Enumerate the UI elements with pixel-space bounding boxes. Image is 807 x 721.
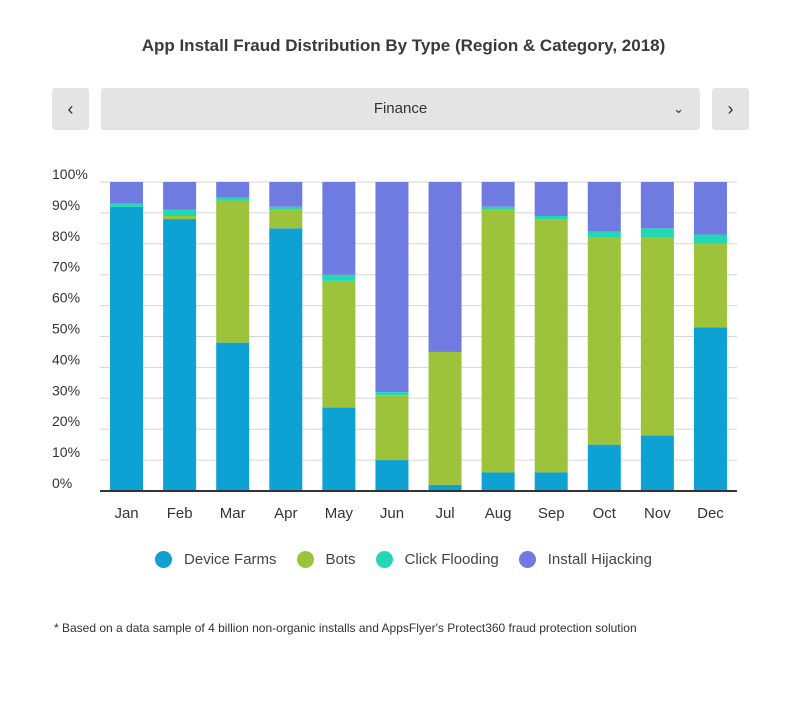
- bar-segment: [693, 182, 727, 235]
- x-tick-label: Oct: [593, 505, 617, 522]
- bar-segment: [110, 206, 144, 491]
- bar-segment: [163, 182, 197, 210]
- bar-segment: [269, 182, 303, 207]
- bar-segment: [216, 182, 250, 198]
- chevron-left-icon: ‹: [67, 98, 74, 119]
- legend-dot: [155, 551, 173, 568]
- legend-dot: [375, 551, 393, 568]
- chart-title: App Install Fraud Distribution By Type (…: [141, 36, 666, 55]
- bar-segment: [640, 237, 674, 436]
- bar-segment: [375, 460, 409, 491]
- legend-item-click-flooding[interactable]: Click Flooding: [375, 551, 499, 568]
- category-select-value: Finance: [373, 100, 428, 117]
- legend-label: Device Farms: [184, 551, 277, 568]
- footnote: * Based on a data sample of 4 billion no…: [54, 621, 637, 635]
- x-tick-label: Jul: [435, 505, 454, 522]
- x-tick-label: Dec: [697, 505, 724, 522]
- bar-segment: [110, 203, 144, 207]
- legend-dot: [296, 551, 314, 568]
- y-tick-label: 90%: [52, 197, 80, 213]
- y-tick-label: 50%: [52, 321, 80, 337]
- bar-segment: [640, 228, 674, 238]
- bar-segment: [534, 219, 568, 473]
- x-tick-label: Apr: [274, 505, 297, 522]
- y-tick-label: 80%: [52, 228, 80, 244]
- bar-segment: [693, 327, 727, 491]
- legend-label: Install Hijacking: [547, 551, 652, 568]
- bar-segment: [534, 472, 568, 491]
- x-tick-label: May: [325, 505, 354, 522]
- legend-label: Bots: [325, 551, 356, 568]
- legend-dot: [518, 551, 536, 568]
- y-tick-label: 30%: [52, 382, 80, 398]
- y-tick-label: 100%: [52, 166, 88, 182]
- bar-segment: [693, 243, 727, 328]
- bar-segment: [269, 228, 303, 491]
- stacked-bar-chart: 0% 10% 20% 30% 40% 50% 60% 70% 80% 90% 100% Jan Feb M…: [52, 166, 737, 522]
- bar-segment: [375, 182, 409, 393]
- chart-legend: Device Farms Bots Click Flooding Install…: [0, 551, 807, 568]
- bar-segment: [163, 215, 197, 220]
- bar-segment: [481, 182, 515, 207]
- bar-segment: [216, 197, 250, 201]
- x-tick-label: Feb: [167, 505, 193, 522]
- y-tick-label: 60%: [52, 290, 80, 306]
- bar-segment: [216, 342, 250, 491]
- bar-segment: [587, 231, 621, 238]
- y-tick-label: 70%: [52, 259, 80, 275]
- x-tick-label: Jan: [114, 505, 138, 522]
- bar-segment: [534, 215, 568, 220]
- bar-segment: [163, 209, 197, 216]
- bar-segment: [640, 182, 674, 229]
- x-tick-label: Mar: [220, 505, 246, 522]
- bar-segment: [534, 182, 568, 216]
- bar-segment: [428, 182, 462, 352]
- bar-segment: [269, 209, 303, 229]
- bar-segment: [110, 182, 144, 204]
- bar-segment: [322, 182, 356, 275]
- x-tick-label: Aug: [485, 505, 512, 522]
- bar-segment: [481, 209, 515, 473]
- bar-segment: [481, 206, 515, 210]
- bar-segment: [587, 182, 621, 232]
- chevron-down-icon: ⌄: [673, 101, 684, 116]
- legend-item-install-hijacking[interactable]: Install Hijacking: [518, 551, 652, 568]
- bar-segment: [322, 407, 356, 491]
- bar-segment: [269, 206, 303, 210]
- legend-item-bots[interactable]: Bots: [296, 551, 356, 568]
- y-tick-label: 20%: [52, 413, 80, 429]
- bar-segment: [481, 472, 515, 491]
- bar-segment: [216, 200, 250, 343]
- x-tick-label: Nov: [644, 505, 671, 522]
- chevron-right-icon: ›: [727, 98, 734, 119]
- legend-item-device-farms[interactable]: Device Farms: [155, 551, 277, 568]
- bar-segment: [587, 237, 621, 445]
- bar-segment: [640, 435, 674, 491]
- y-tick-label: 10%: [52, 444, 80, 460]
- x-tick-label: Sep: [538, 505, 565, 522]
- bar-segment: [587, 444, 621, 491]
- bar-segment: [428, 351, 462, 485]
- bar-segment: [322, 274, 356, 281]
- bar-segment: [375, 392, 409, 396]
- previous-button[interactable]: ‹: [52, 88, 89, 130]
- x-tick-label: Jun: [380, 505, 404, 522]
- bar-segment: [163, 219, 197, 491]
- y-tick-label: 0%: [52, 475, 72, 491]
- bar-segment: [375, 395, 409, 461]
- bar-segment: [693, 234, 727, 244]
- bar-segment: [322, 280, 356, 408]
- y-tick-label: 40%: [52, 351, 80, 367]
- category-select[interactable]: Finance ⌄: [101, 88, 700, 130]
- bar-segment: [428, 484, 462, 491]
- legend-label: Click Flooding: [404, 551, 499, 568]
- next-button[interactable]: ›: [712, 88, 749, 130]
